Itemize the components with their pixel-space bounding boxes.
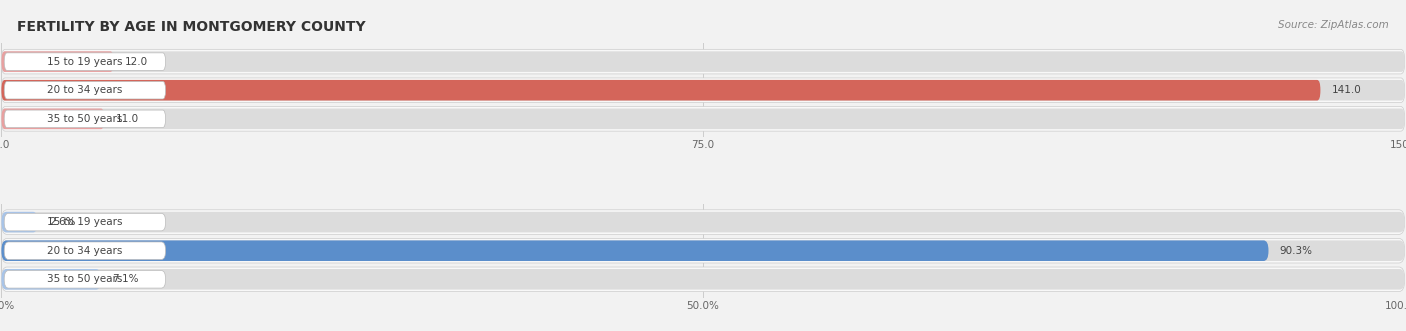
FancyBboxPatch shape [4,81,166,99]
FancyBboxPatch shape [1,80,1320,101]
Text: 20 to 34 years: 20 to 34 years [48,246,122,256]
Text: FERTILITY BY AGE IN MONTGOMERY COUNTY: FERTILITY BY AGE IN MONTGOMERY COUNTY [17,20,366,34]
FancyBboxPatch shape [1,267,1405,292]
FancyBboxPatch shape [1,51,114,72]
FancyBboxPatch shape [1,269,101,290]
FancyBboxPatch shape [1,109,1405,129]
FancyBboxPatch shape [1,238,1405,263]
Text: 141.0: 141.0 [1331,85,1361,95]
FancyBboxPatch shape [1,269,1405,290]
FancyBboxPatch shape [1,212,1405,232]
FancyBboxPatch shape [1,80,1405,101]
FancyBboxPatch shape [1,240,1268,261]
FancyBboxPatch shape [1,78,1405,103]
FancyBboxPatch shape [1,240,1405,261]
Text: 15 to 19 years: 15 to 19 years [48,57,122,67]
Text: 7.1%: 7.1% [112,274,139,284]
Text: 12.0: 12.0 [125,57,148,67]
Text: 35 to 50 years: 35 to 50 years [48,274,122,284]
FancyBboxPatch shape [1,210,1405,234]
FancyBboxPatch shape [4,110,166,127]
FancyBboxPatch shape [4,213,166,231]
FancyBboxPatch shape [4,242,166,260]
Text: 11.0: 11.0 [115,114,139,124]
Text: Source: ZipAtlas.com: Source: ZipAtlas.com [1278,20,1389,30]
Text: 15 to 19 years: 15 to 19 years [48,217,122,227]
FancyBboxPatch shape [1,212,38,232]
Text: 2.6%: 2.6% [49,217,76,227]
FancyBboxPatch shape [1,49,1405,74]
FancyBboxPatch shape [1,107,1405,131]
FancyBboxPatch shape [4,53,166,71]
Text: 35 to 50 years: 35 to 50 years [48,114,122,124]
FancyBboxPatch shape [1,109,104,129]
Text: 20 to 34 years: 20 to 34 years [48,85,122,95]
FancyBboxPatch shape [1,51,1405,72]
FancyBboxPatch shape [4,270,166,288]
Text: 90.3%: 90.3% [1279,246,1313,256]
